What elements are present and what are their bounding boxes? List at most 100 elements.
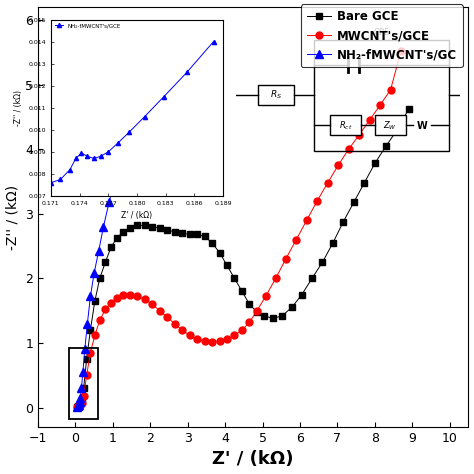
MWCNT's/GCE	[325, 180, 330, 186]
Bare GCE	[88, 327, 93, 333]
MWCNT's/GCE	[77, 402, 83, 408]
NH₂-fMWCNT's/GC	[100, 224, 106, 229]
Bare GCE	[383, 143, 389, 149]
MWCNT's/GCE	[304, 218, 310, 223]
MWCNT's/GCE	[356, 132, 362, 138]
MWCNT's/GCE	[209, 339, 215, 345]
MWCNT's/GCE	[224, 336, 230, 342]
MWCNT's/GCE	[164, 314, 170, 320]
Bare GCE	[289, 305, 295, 310]
NH₂-fMWCNT's/GC	[75, 403, 81, 409]
Bare GCE	[299, 292, 305, 297]
Bare GCE	[81, 385, 86, 391]
NH₂-fMWCNT's/GC	[80, 369, 86, 375]
Bare GCE	[127, 225, 133, 231]
Bare GCE	[319, 259, 325, 265]
Bare GCE	[406, 106, 411, 112]
Bare GCE	[209, 240, 215, 246]
MWCNT's/GCE	[314, 198, 320, 204]
NH₂-fMWCNT's/GC	[77, 400, 82, 405]
NH₂-fMWCNT's/GC	[88, 293, 93, 299]
Bare GCE	[77, 401, 83, 407]
MWCNT's/GCE	[388, 87, 393, 92]
MWCNT's/GCE	[335, 163, 341, 168]
Bare GCE	[372, 161, 378, 166]
MWCNT's/GCE	[120, 292, 126, 298]
NH₂-fMWCNT's/GC	[125, 128, 131, 134]
Bare GCE	[164, 227, 170, 233]
Bare GCE	[179, 230, 185, 236]
NH₂-fMWCNT's/GC	[106, 199, 112, 205]
MWCNT's/GCE	[283, 256, 289, 262]
X-axis label: Z' / (kΩ): Z' / (kΩ)	[212, 450, 294, 468]
MWCNT's/GCE	[97, 318, 102, 323]
MWCNT's/GCE	[246, 319, 252, 325]
Bare GCE	[362, 180, 367, 186]
NH₂-fMWCNT's/GC	[84, 321, 90, 327]
Bare GCE	[254, 309, 260, 315]
Line: Bare GCE: Bare GCE	[74, 106, 411, 410]
Line: NH₂-fMWCNT's/GC: NH₂-fMWCNT's/GC	[73, 45, 186, 411]
NH₂-fMWCNT's/GC	[77, 395, 83, 401]
MWCNT's/GCE	[149, 301, 155, 307]
MWCNT's/GCE	[254, 308, 260, 313]
MWCNT's/GCE	[239, 327, 245, 333]
NH₂-fMWCNT's/GC	[141, 76, 146, 82]
MWCNT's/GCE	[74, 404, 80, 410]
Y-axis label: -Z'' / (kΩ): -Z'' / (kΩ)	[6, 184, 19, 249]
Bare GCE	[309, 275, 315, 281]
MWCNT's/GCE	[92, 332, 98, 338]
NH₂-fMWCNT's/GC	[96, 248, 101, 254]
Bare GCE	[279, 313, 285, 319]
Bare GCE	[97, 275, 102, 281]
Bare GCE	[92, 298, 98, 304]
Bare GCE	[217, 250, 222, 255]
Bare GCE	[142, 223, 147, 228]
Bare GCE	[262, 313, 267, 319]
MWCNT's/GCE	[187, 332, 192, 338]
MWCNT's/GCE	[232, 332, 237, 338]
Bar	[69, 348, 98, 419]
Bare GCE	[134, 223, 140, 228]
NH₂-fMWCNT's/GC	[76, 402, 82, 408]
Legend: Bare GCE, MWCNT's/GCE, NH₂-fMWCNT's/GC: Bare GCE, MWCNT's/GCE, NH₂-fMWCNT's/GC	[301, 4, 463, 67]
MWCNT's/GCE	[134, 293, 140, 299]
NH₂-fMWCNT's/GC	[91, 270, 97, 276]
MWCNT's/GCE	[398, 48, 404, 54]
MWCNT's/GCE	[127, 292, 133, 298]
MWCNT's/GCE	[84, 373, 90, 378]
Bare GCE	[75, 403, 81, 409]
Bare GCE	[114, 236, 119, 241]
MWCNT's/GCE	[263, 293, 268, 299]
NH₂-fMWCNT's/GC	[159, 87, 165, 92]
MWCNT's/GCE	[377, 102, 383, 108]
Bare GCE	[149, 224, 155, 229]
MWCNT's/GCE	[179, 327, 185, 333]
Bare GCE	[120, 229, 126, 235]
NH₂-fMWCNT's/GC	[79, 385, 84, 391]
Bare GCE	[224, 263, 230, 268]
MWCNT's/GCE	[293, 237, 299, 243]
MWCNT's/GCE	[142, 296, 147, 302]
Bare GCE	[246, 301, 252, 307]
MWCNT's/GCE	[108, 300, 114, 306]
NH₂-fMWCNT's/GC	[112, 175, 118, 181]
NH₂-fMWCNT's/GC	[82, 346, 88, 352]
MWCNT's/GCE	[273, 275, 279, 281]
MWCNT's/GCE	[79, 400, 85, 406]
Bare GCE	[270, 316, 276, 321]
MWCNT's/GCE	[346, 146, 352, 152]
NH₂-fMWCNT's/GC	[169, 72, 175, 78]
Bare GCE	[394, 127, 400, 133]
Bare GCE	[341, 219, 346, 224]
Bare GCE	[351, 199, 357, 205]
NH₂-fMWCNT's/GC	[150, 98, 155, 103]
Bare GCE	[157, 225, 163, 231]
MWCNT's/GCE	[81, 393, 86, 399]
MWCNT's/GCE	[102, 307, 108, 312]
Bare GCE	[74, 404, 80, 410]
MWCNT's/GCE	[157, 308, 163, 313]
Bare GCE	[84, 356, 90, 362]
MWCNT's/GCE	[75, 403, 81, 409]
MWCNT's/GCE	[114, 295, 119, 301]
